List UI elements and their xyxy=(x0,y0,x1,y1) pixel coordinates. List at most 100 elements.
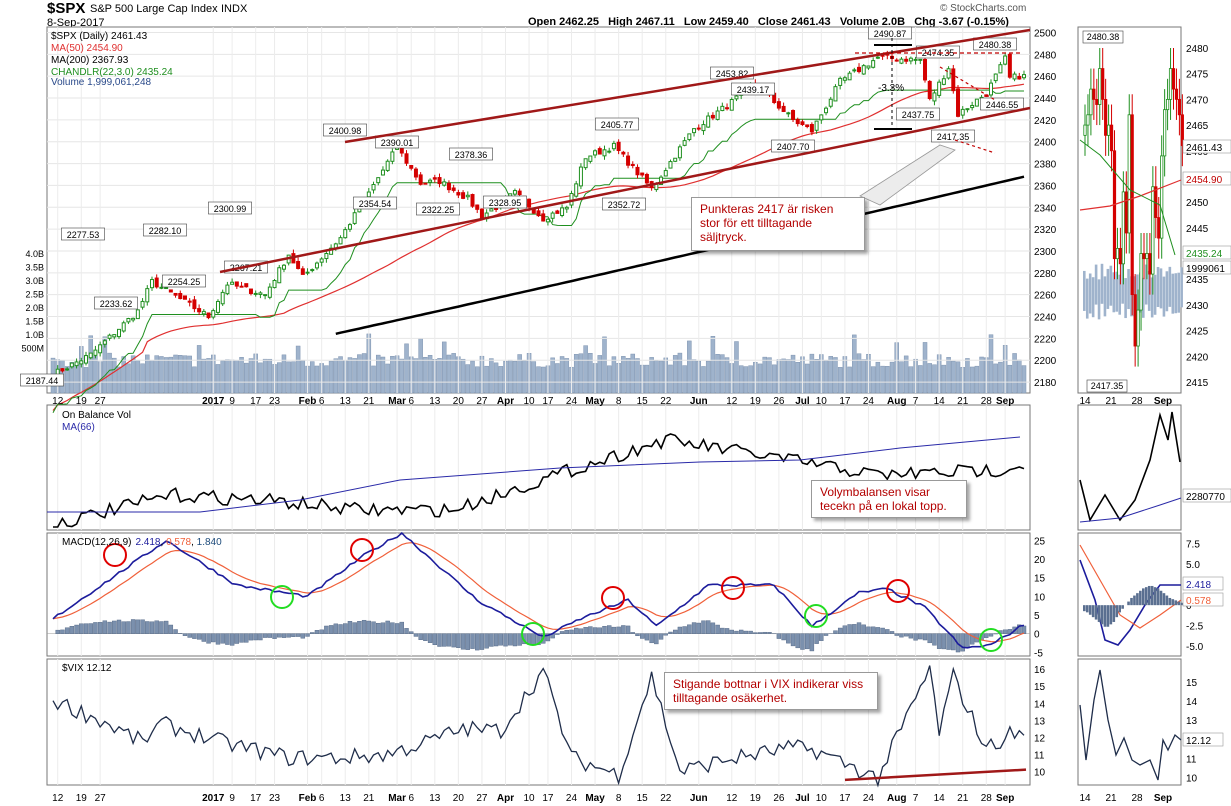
candle-body xyxy=(1007,53,1012,78)
price-tick-label: 2340 xyxy=(1034,203,1057,214)
macd-histogram-bar xyxy=(833,630,838,634)
inset-histogram-bar xyxy=(1144,587,1148,606)
candle-body xyxy=(611,142,616,150)
candle-body xyxy=(899,58,904,64)
volume-bar xyxy=(399,358,405,394)
macd-histogram-bar xyxy=(588,626,593,634)
inset-price-tick: 2470 xyxy=(1186,95,1209,106)
inset-candle-body xyxy=(1136,309,1140,347)
macd-histogram-bar xyxy=(800,633,805,650)
x-tick-label-top: Feb xyxy=(299,396,317,407)
candle-body xyxy=(852,69,857,72)
macd-histogram-bar xyxy=(809,633,815,652)
volume-bar xyxy=(295,345,301,394)
inset-candle-body xyxy=(1180,114,1184,147)
price-label-box xyxy=(323,123,367,137)
x-tick-label-top: 28 xyxy=(981,396,993,407)
candle-body xyxy=(263,294,268,297)
inset-histogram-bar xyxy=(1174,600,1178,606)
x-tick-label-bottom: 10 xyxy=(816,793,828,804)
volume-bar xyxy=(215,364,221,394)
price-label: 2187.44 xyxy=(26,376,59,386)
volume-bar xyxy=(352,358,357,394)
inset-label-box xyxy=(1086,379,1128,393)
macd-histogram-bar xyxy=(295,633,301,637)
volume-bar xyxy=(951,360,956,394)
inset-x-label: 21 xyxy=(1105,396,1117,407)
price-label-box xyxy=(973,37,1017,51)
volume-tick-label: 1.5B xyxy=(25,317,44,327)
macd-histogram-bar xyxy=(479,633,485,650)
inset-histogram-bar xyxy=(1085,605,1089,613)
candle-body xyxy=(112,334,117,338)
macd-histogram-bar xyxy=(743,630,749,634)
inset-volume-bar xyxy=(1150,277,1154,318)
value-flag xyxy=(1182,260,1231,275)
macd-histogram-bar xyxy=(182,633,188,636)
price-tick-label: 2400 xyxy=(1034,138,1057,149)
macd-histogram-bar xyxy=(555,633,560,635)
macd-histogram-bar xyxy=(574,627,579,634)
inset-volume-bar xyxy=(1180,267,1183,308)
price-label-box xyxy=(375,135,419,149)
macd-histogram-bar xyxy=(126,621,131,634)
candle-body xyxy=(173,292,178,296)
inset-label-box xyxy=(1082,30,1124,44)
volume-bar xyxy=(734,341,739,394)
x-tick-label-bottom: 24 xyxy=(566,793,578,804)
candle-body xyxy=(663,170,668,177)
price-tick-label: 2460 xyxy=(1034,72,1057,83)
x-tick-label-top: Apr xyxy=(497,396,514,407)
candle-body xyxy=(98,344,103,354)
price-label-box xyxy=(931,129,975,143)
inset-candle-body xyxy=(1130,114,1134,296)
macd-histogram-bar xyxy=(625,625,631,634)
candle-body xyxy=(409,165,414,169)
callout-pointer xyxy=(859,144,956,206)
x-tick-label-bottom: 19 xyxy=(750,793,762,804)
x-tick-label-top: 21 xyxy=(957,396,969,407)
x-tick-label-bottom: Aug xyxy=(887,793,906,804)
volume-bar xyxy=(286,361,291,394)
macd-histogram-bar xyxy=(927,633,932,644)
candle-body xyxy=(296,260,301,269)
dashed-trend-line xyxy=(954,139,996,154)
candle-body xyxy=(461,192,466,199)
inset-volume-bar xyxy=(1112,272,1116,313)
inset-volume-bar xyxy=(1106,268,1110,309)
callout-obv: Volymbalansen visar tecekn på en lokal t… xyxy=(811,480,967,518)
macd-histogram-bar xyxy=(823,633,829,636)
volume-bar xyxy=(390,355,395,394)
candle-body xyxy=(343,229,348,239)
macd-histogram-bar xyxy=(875,627,881,634)
inset-histogram-bar xyxy=(1147,585,1151,606)
x-tick-label-bottom: 21 xyxy=(957,793,969,804)
inset-x-label: 14 xyxy=(1079,396,1091,407)
candle-body xyxy=(239,285,244,288)
inset-histogram-bar xyxy=(1127,601,1130,606)
channel-upper-line xyxy=(344,28,1031,144)
inset-candle-body xyxy=(1163,109,1167,157)
volume-bar xyxy=(277,362,282,394)
vix-tick-label: 14 xyxy=(1034,699,1046,710)
inset-vix-tick: 13 xyxy=(1186,716,1198,727)
macd-histogram-bar xyxy=(215,633,221,645)
candle-body xyxy=(687,133,692,141)
price-label-box xyxy=(896,107,940,121)
macd-histogram-bar xyxy=(757,632,763,634)
x-tick-label-top: 12 xyxy=(726,396,738,407)
x-tick-label-bottom: 12 xyxy=(726,793,738,804)
inset-candle-body xyxy=(1109,124,1114,152)
inset-volume-bar xyxy=(1124,278,1127,319)
volume-bar xyxy=(762,356,768,394)
price-label-box xyxy=(208,201,252,215)
volume-bar xyxy=(333,358,339,394)
candle-body xyxy=(904,58,909,62)
inset-candle-body xyxy=(1133,294,1137,347)
candle-body xyxy=(918,58,923,61)
candle-body xyxy=(809,124,814,133)
macd-histogram-bar xyxy=(102,620,108,634)
candle-body xyxy=(715,110,720,120)
candle-body xyxy=(168,289,173,293)
candle-body xyxy=(178,293,183,300)
